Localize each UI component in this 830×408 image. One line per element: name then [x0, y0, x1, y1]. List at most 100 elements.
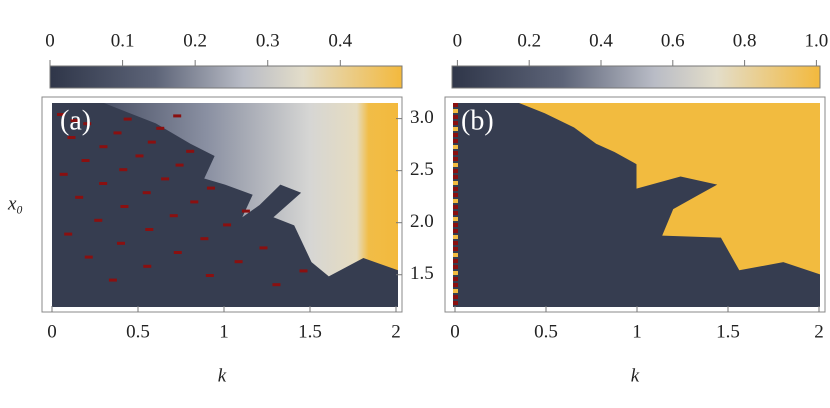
heatmap-strip: [453, 271, 458, 275]
heatmap-strip: [453, 181, 458, 185]
heatmap-outlier: [147, 140, 156, 144]
heatmap-outlier: [156, 126, 165, 130]
heatmap-outlier: [81, 159, 90, 162]
heatmap-outlier: [206, 186, 215, 190]
heatmap-outlier: [59, 172, 68, 176]
heatmap-outlier: [173, 251, 182, 254]
x-axis-label: k: [631, 365, 640, 386]
colorbar-tick-label: 0.3: [256, 30, 280, 51]
heatmap-strip: [453, 295, 458, 299]
heatmap-outlier: [116, 241, 125, 245]
y-tick-label: 1.5: [410, 263, 434, 284]
colorbar: [451, 65, 821, 89]
colorbar-tick-label: 0.6: [661, 30, 685, 51]
heatmap-strip: [453, 163, 458, 167]
heatmap-strip: [453, 127, 458, 131]
heatmap-outlier: [175, 163, 184, 167]
heatmap-strip: [453, 253, 458, 257]
colorbar-tick-label: 0.2: [183, 30, 207, 51]
heatmap-strip: [453, 121, 458, 125]
colorbar-tick-label: 0.8: [733, 30, 757, 51]
colorbar-tick-label: 0.4: [328, 30, 352, 51]
colorbar-tick-label: 0.4: [589, 30, 613, 51]
heatmap-outlier: [205, 274, 214, 277]
heatmap-outlier: [223, 223, 232, 227]
x-tick-label: 2: [814, 321, 824, 342]
heatmap-strip: [453, 235, 458, 239]
x-axis-label: k: [218, 365, 227, 386]
heatmap-strip: [453, 169, 458, 173]
heatmap-strip: [453, 187, 458, 191]
heatmap-outlier: [259, 246, 268, 250]
heatmap-region: [103, 103, 399, 277]
heatmap-strip: [453, 109, 458, 113]
heatmap-outlier: [99, 145, 108, 149]
heatmap-outlier: [161, 177, 170, 181]
colorbar: [49, 65, 403, 89]
heatmap-strip: [453, 205, 458, 209]
heatmap-strip: [453, 151, 458, 155]
heatmap-outlier: [99, 182, 108, 185]
x-tick-label: 0.5: [126, 321, 150, 342]
heatmap-strip: [453, 103, 458, 107]
heatmap-strip: [453, 229, 458, 233]
heatmap-strip: [453, 289, 458, 293]
heatmap-strip: [453, 211, 458, 215]
y-tick-label: 3.0: [410, 107, 434, 128]
heatmap-outlier: [123, 117, 132, 121]
x-tick-label: 0: [450, 321, 460, 342]
heatmap-outlier: [94, 218, 103, 222]
heatmap-outlier: [299, 269, 308, 273]
heatmap-outlier: [200, 237, 209, 241]
heatmap-strip: [453, 145, 458, 149]
heatmap-outlier: [142, 191, 151, 195]
heatmap-strip: [453, 175, 458, 179]
heatmap-outlier: [145, 228, 154, 231]
heatmap-outlier: [83, 122, 92, 126]
heatmap-strip: [453, 115, 458, 119]
y-axis-label: x₀: [7, 193, 23, 214]
heatmap-strip: [453, 283, 458, 287]
heatmap-outlier: [70, 119, 79, 122]
heatmap-outlier: [190, 200, 199, 204]
heatmap-strip: [453, 139, 458, 143]
heatmap-strip: [453, 265, 458, 269]
heatmap-outlier: [135, 154, 144, 158]
heatmap-strip: [453, 133, 458, 137]
panel-label: (b): [461, 105, 494, 136]
x-tick-label: 2: [391, 321, 401, 342]
heatmap-outlier: [67, 136, 76, 139]
heatmap-outlier: [241, 209, 250, 213]
heatmap-strip: [453, 157, 458, 161]
heatmap-region: [519, 103, 820, 275]
colorbar-tick-label: 0: [45, 30, 55, 51]
heatmap-outlier: [272, 283, 281, 287]
heatmap-strip: [453, 223, 458, 227]
heatmap-outlier: [234, 260, 243, 264]
heatmap-outlier: [64, 232, 73, 236]
heatmap-outlier: [169, 214, 178, 218]
heatmap-outlier: [119, 168, 128, 172]
colorbar-tick-label: 0.1: [111, 30, 135, 51]
heatmap-strip: [453, 301, 458, 305]
heatmap-outlier: [173, 114, 182, 118]
heatmap-outlier: [113, 131, 122, 135]
x-tick-label: 1: [219, 321, 229, 342]
heatmap-strip: [453, 259, 458, 263]
heatmap-outlier: [108, 278, 117, 282]
heatmap-outlier: [57, 113, 65, 116]
heatmap-strip: [453, 247, 458, 251]
y-tick-label: 2.5: [410, 159, 434, 180]
heatmap-outlier: [84, 255, 93, 259]
x-tick-label: 0.5: [534, 321, 558, 342]
heatmap-strip: [453, 193, 458, 197]
x-tick-label: 1: [632, 321, 642, 342]
colorbar-tick-label: 0: [453, 30, 463, 51]
heatmap-outlier: [75, 195, 84, 199]
heatmap-strip: [453, 241, 458, 245]
heatmap-strip: [453, 217, 458, 221]
heatmap-outlier: [143, 264, 152, 268]
x-tick-label: 1.5: [716, 321, 740, 342]
x-tick-label: 1.5: [298, 321, 322, 342]
